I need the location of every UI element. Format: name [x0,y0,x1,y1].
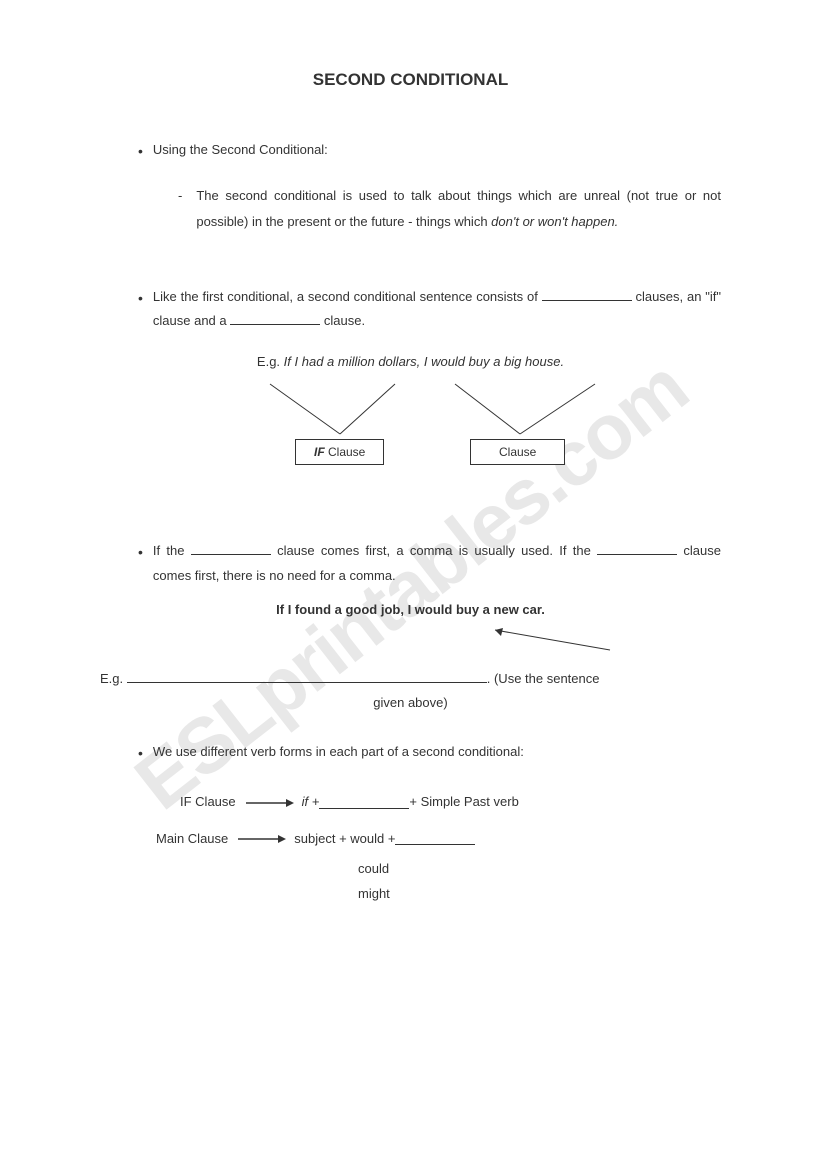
eg-label: E.g. [100,671,127,686]
bullet-3-content: If the clause comes first, a comma is us… [153,539,721,588]
bullet3-mid: clause comes first, a comma is usually u… [271,543,597,558]
blank-input[interactable] [395,832,475,845]
bullet2-post: clause. [320,313,365,328]
main-clause-row: Main Clause subject + would + [156,821,721,857]
sub1-pre: The second conditional is used to talk a… [196,188,721,229]
bullet-3: • If the clause comes first, a comma is … [138,539,721,588]
bullet-2-content: Like the first conditional, a second con… [153,285,721,334]
main-clause-label: Main Clause [156,821,228,857]
blank-input[interactable] [230,312,320,325]
sub1-italic: don't or won't happen. [491,214,618,229]
bullet3-pre: If the [153,543,191,558]
bullet-1-text: Using the Second Conditional: [153,138,328,163]
clause-label: Clause [499,445,536,459]
verb-forms-section: IF Clause if + + Simple Past verb Main C… [180,784,721,857]
bold-example: If I found a good job, I would buy a new… [100,602,721,617]
arrow-line-icon [100,625,720,655]
bullet-1: • Using the Second Conditional: [138,138,721,165]
bullet-dot-icon: • [138,539,143,566]
blank-input[interactable] [542,288,632,301]
eg-prefix: E.g. [257,354,284,369]
clause-box: Clause [470,439,565,465]
sub-bullet-1: - The second conditional is used to talk… [178,183,721,235]
eg-fill-line: E.g. . (Use the sentence [100,667,721,690]
bullet-4: • We use different verb forms in each pa… [138,740,721,767]
use-sentence-text: . (Use the sentence [487,671,600,686]
bullet-dot-icon: • [138,138,143,165]
document-content: SECOND CONDITIONAL • Using the Second Co… [100,70,721,906]
page-title: SECOND CONDITIONAL [100,70,721,90]
dash-icon: - [178,183,182,209]
blank-long-input[interactable] [127,670,487,683]
arrow-right-icon [244,797,294,809]
bullet-2: • Like the first conditional, a second c… [138,285,721,334]
bullet-dot-icon: • [138,740,143,767]
if-formula-pre: if + [302,784,320,820]
arrow-diagram [100,625,721,655]
clause-diagram: IF Clause Clause [200,379,721,489]
if-clause-row: IF Clause if + + Simple Past verb [180,784,721,820]
blank-input[interactable] [319,796,409,809]
diagram-lines-icon [200,379,650,489]
bullet-4-text: We use different verb forms in each part… [153,740,524,765]
if-formula-post: + Simple Past verb [409,784,518,820]
bullet2-pre: Like the first conditional, a second con… [153,289,542,304]
blank-input[interactable] [597,542,677,555]
modal-could: could [358,857,721,882]
modal-might: might [358,882,721,907]
bullet-dot-icon: • [138,285,143,312]
example-1-text: If I had a million dollars, I would buy … [284,354,564,369]
given-above-text: given above) [100,695,721,710]
blank-input[interactable] [191,542,271,555]
example-1: E.g. If I had a million dollars, I would… [100,354,721,369]
main-formula-pre: subject + would + [294,821,395,857]
if-clause-label: Clause [325,445,366,459]
arrow-right-icon [236,833,286,845]
if-clause-label: IF Clause [180,784,236,820]
if-clause-box: IF Clause [295,439,384,465]
if-bold: IF [314,445,325,459]
sub-bullet-1-content: The second conditional is used to talk a… [196,183,721,235]
